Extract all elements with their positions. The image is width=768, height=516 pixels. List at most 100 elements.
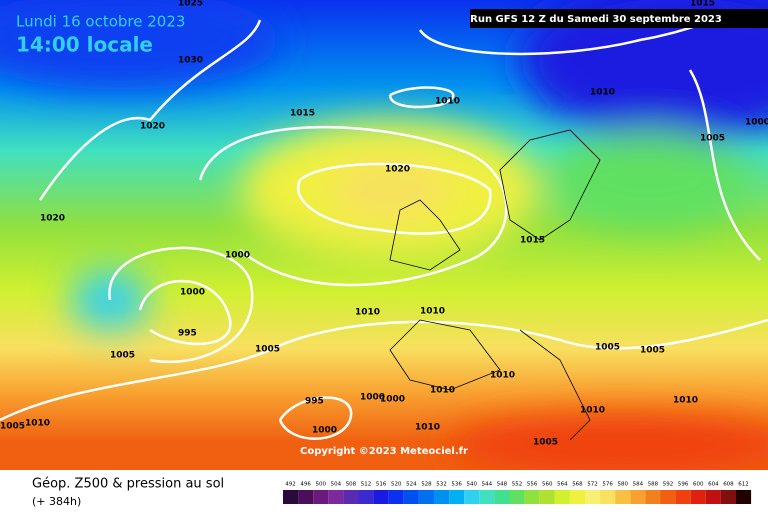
isobar-label: 1000 xyxy=(312,426,337,436)
colorbar-label: 532 xyxy=(436,482,447,488)
colorbar-swatch xyxy=(660,490,676,504)
colorbar-label: 504 xyxy=(331,482,342,488)
isobar-label: 995 xyxy=(178,329,197,339)
isobar-label: 1005 xyxy=(533,438,558,448)
isobar-label: 1005 xyxy=(640,346,665,356)
colorbar-label: 560 xyxy=(542,482,553,488)
time: 14:00 locale xyxy=(16,33,153,57)
colorbar-label: 564 xyxy=(557,482,568,488)
colorbar-label: 568 xyxy=(572,482,583,488)
colorbar-swatch xyxy=(569,490,585,504)
colorbar-label: 524 xyxy=(406,482,417,488)
colorbar-label: 540 xyxy=(467,482,478,488)
colorbar-swatch xyxy=(449,490,465,504)
isobar-label: 1010 xyxy=(590,88,615,98)
colorbar-swatch xyxy=(358,490,374,504)
colorbar-label: 516 xyxy=(376,482,387,488)
colorbar-swatch xyxy=(434,490,450,504)
colorbar-swatch xyxy=(585,490,601,504)
colorbar-label: 552 xyxy=(512,482,523,488)
colorbar-swatch xyxy=(298,490,314,504)
isobar-label: 1010 xyxy=(435,97,460,107)
colorbar-label: 596 xyxy=(678,482,689,488)
isobar-label: 1005 xyxy=(0,422,25,432)
colorbar-swatch xyxy=(283,490,299,504)
colorbar-swatch xyxy=(464,490,480,504)
colorbar-swatch xyxy=(328,490,344,504)
isobar-label: 1020 xyxy=(385,165,410,175)
run-info: Run GFS 12 Z du Samedi 30 septembre 2023 xyxy=(470,14,722,25)
isobar-label: 1020 xyxy=(140,122,165,132)
colorbar-swatch xyxy=(675,490,691,504)
colorbar-swatch xyxy=(388,490,404,504)
run-box xyxy=(470,9,768,28)
colorbar-swatch xyxy=(720,490,736,504)
colorbar-swatch xyxy=(494,490,510,504)
isobar-label: 1010 xyxy=(355,308,380,318)
colorbar-swatch xyxy=(343,490,359,504)
colorbar-swatch xyxy=(418,490,434,504)
colorbar-swatch xyxy=(403,490,419,504)
colorbar-label: 572 xyxy=(587,482,598,488)
colorbar-label: 500 xyxy=(316,482,327,488)
isobar-label: 1010 xyxy=(430,386,455,396)
colorbar-label: 556 xyxy=(527,482,538,488)
colorbar-label: 580 xyxy=(618,482,629,488)
colorbar-swatch xyxy=(615,490,631,504)
isobar-label: 1005 xyxy=(110,351,135,361)
colorbar-swatch xyxy=(509,490,525,504)
footer-subtitle: (+ 384h) xyxy=(32,495,81,508)
colorbar-label: 548 xyxy=(497,482,508,488)
isobar-label: 1015 xyxy=(520,236,545,246)
isobar-label: 1000 xyxy=(225,251,250,261)
isobar-label: 1005 xyxy=(595,343,620,353)
colorbar-swatch xyxy=(630,490,646,504)
isobar-label: 1020 xyxy=(40,214,65,224)
isobar-label: 1010 xyxy=(25,419,50,429)
colorbar-swatch xyxy=(554,490,570,504)
colorbar-label: 612 xyxy=(738,482,749,488)
colorbar-label: 576 xyxy=(602,482,613,488)
isobar-label: 1015 xyxy=(690,0,715,9)
field xyxy=(0,0,768,475)
colorbar-swatch xyxy=(736,490,752,504)
isobar-label: 1010 xyxy=(415,423,440,433)
colorbar-swatch xyxy=(539,490,555,504)
colorbar-label: 528 xyxy=(421,482,432,488)
isobar-label: 1000 xyxy=(745,118,768,128)
colorbar-label: 520 xyxy=(391,482,402,488)
colorbar-label: 536 xyxy=(451,482,462,488)
colorbar-label: 512 xyxy=(361,482,372,488)
colorbar-label: 584 xyxy=(633,482,644,488)
isobar-label: 1010 xyxy=(490,371,515,381)
isobar-label: 1030 xyxy=(178,56,203,66)
footer-title: Géop. Z500 & pression au sol xyxy=(32,477,224,492)
isobar-label: 1005 xyxy=(700,134,725,144)
isobar-label: 1000 xyxy=(380,395,405,405)
coastlines xyxy=(389,129,601,441)
isobar-label: 1010 xyxy=(673,396,698,406)
isobars xyxy=(0,16,768,440)
isobar-label: 1010 xyxy=(580,406,605,416)
isobar-label: 1000 xyxy=(360,393,385,403)
colorbar-label: 600 xyxy=(693,482,704,488)
isobar-label: 1025 xyxy=(178,0,203,9)
isobar-label: 1010 xyxy=(420,307,445,317)
copyright: Copyright ©2023 Meteociel.fr xyxy=(300,446,468,457)
colorbar-label: 496 xyxy=(300,482,311,488)
colorbar-label: 588 xyxy=(648,482,659,488)
colorbar-swatch xyxy=(524,490,540,504)
isobar-label: 1000 xyxy=(180,288,205,298)
colorbar-swatch xyxy=(690,490,706,504)
colorbar-label: 544 xyxy=(482,482,493,488)
colorbar-swatch xyxy=(645,490,661,504)
date: Lundi 16 octobre 2023 xyxy=(16,13,185,31)
colorbar-swatch xyxy=(705,490,721,504)
colorbar-label: 492 xyxy=(285,482,296,488)
isobar-label: 1015 xyxy=(290,109,315,119)
colorbar-label: 592 xyxy=(663,482,674,488)
colorbar-swatch xyxy=(313,490,329,504)
isobar-label: 995 xyxy=(305,397,324,407)
isobar-label: 1005 xyxy=(255,345,280,355)
